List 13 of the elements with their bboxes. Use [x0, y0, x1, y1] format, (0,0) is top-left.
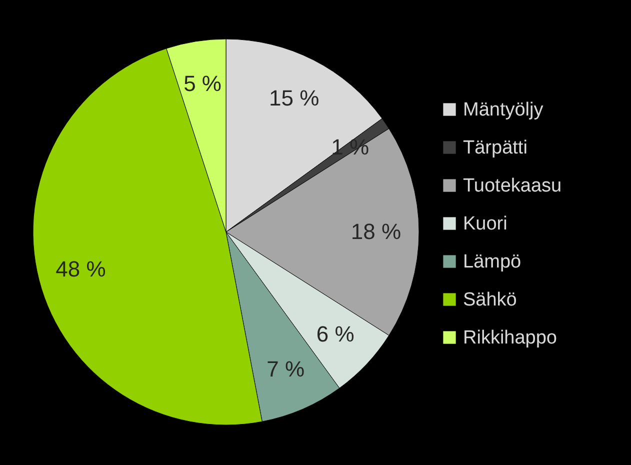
legend-label: Sähkö: [463, 290, 517, 310]
legend-label: Kuori: [463, 214, 508, 234]
data-label: 6 %: [316, 322, 354, 347]
legend-label: Rikkihappo: [463, 328, 557, 348]
legend-label: Lämpö: [463, 252, 522, 272]
data-label: 48 %: [56, 256, 106, 282]
data-label: 7 %: [266, 356, 305, 382]
legend-label: Tärpätti: [463, 138, 528, 158]
data-label: 5 %: [184, 70, 222, 96]
legend-label: Mäntyöljy: [463, 100, 544, 120]
data-label: 15 %: [269, 85, 320, 110]
data-label: 18 %: [350, 219, 402, 244]
legend-label: Tuotekaasu: [463, 176, 562, 196]
